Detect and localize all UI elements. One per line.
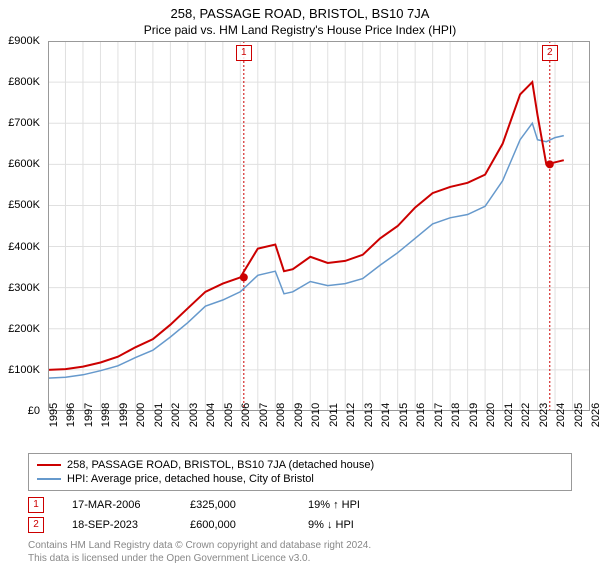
transaction-date: 18-SEP-2023 xyxy=(72,519,162,531)
transaction-row: 1 17-MAR-2006 £325,000 19% ↑ HPI xyxy=(28,495,572,515)
transaction-date: 17-MAR-2006 xyxy=(72,499,162,511)
x-tick-label: 2010 xyxy=(310,403,322,427)
x-tick-label: 2002 xyxy=(170,403,182,427)
y-tick-label: £900K xyxy=(8,35,40,47)
legend-label: HPI: Average price, detached house, City… xyxy=(67,473,314,485)
plot-svg xyxy=(48,41,590,411)
x-tick-label: 1998 xyxy=(100,403,112,427)
y-tick-label: £300K xyxy=(8,282,40,294)
transaction-row: 2 18-SEP-2023 £600,000 9% ↓ HPI xyxy=(28,515,572,535)
y-axis: £0£100K£200K£300K£400K£500K£600K£700K£80… xyxy=(0,41,44,411)
x-tick-label: 2024 xyxy=(555,403,567,427)
attribution-footer: Contains HM Land Registry data © Crown c… xyxy=(28,539,572,565)
y-tick-label: £200K xyxy=(8,323,40,335)
y-tick-label: £100K xyxy=(8,364,40,376)
x-tick-label: 2018 xyxy=(450,403,462,427)
footer-line-2: This data is licensed under the Open Gov… xyxy=(28,552,572,565)
x-tick-label: 2009 xyxy=(293,403,305,427)
legend-item: 258, PASSAGE ROAD, BRISTOL, BS10 7JA (de… xyxy=(37,458,563,472)
x-tick-label: 2022 xyxy=(520,403,532,427)
y-tick-label: £800K xyxy=(8,76,40,88)
x-tick-label: 1997 xyxy=(83,403,95,427)
x-tick-label: 2016 xyxy=(415,403,427,427)
chart-container: 258, PASSAGE ROAD, BRISTOL, BS10 7JA Pri… xyxy=(0,0,600,560)
x-tick-label: 2008 xyxy=(275,403,287,427)
legend-swatch xyxy=(37,478,61,480)
x-tick-label: 2004 xyxy=(205,403,217,427)
x-tick-label: 1995 xyxy=(48,403,60,427)
x-tick-label: 2005 xyxy=(223,403,235,427)
x-tick-label: 2011 xyxy=(328,403,340,427)
x-tick-label: 2000 xyxy=(135,403,147,427)
footer-line-1: Contains HM Land Registry data © Crown c… xyxy=(28,539,572,552)
chart-marker-2: 2 xyxy=(542,45,558,61)
x-tick-label: 2019 xyxy=(468,403,480,427)
chart-title: 258, PASSAGE ROAD, BRISTOL, BS10 7JA xyxy=(0,0,600,21)
x-tick-label: 2021 xyxy=(503,403,515,427)
x-tick-label: 2013 xyxy=(363,403,375,427)
y-tick-label: £600K xyxy=(8,158,40,170)
transaction-table: 1 17-MAR-2006 £325,000 19% ↑ HPI 2 18-SEP-202… xyxy=(28,495,572,535)
x-axis: 1995199619971998199920002001200220032004… xyxy=(48,411,590,449)
transaction-delta: 19% ↑ HPI xyxy=(308,499,398,511)
y-tick-label: £400K xyxy=(8,241,40,253)
transaction-price: £325,000 xyxy=(190,499,280,511)
x-tick-label: 2017 xyxy=(433,403,445,427)
transaction-marker: 2 xyxy=(28,517,44,533)
chart-plot-area: £0£100K£200K£300K£400K£500K£600K£700K£80… xyxy=(48,41,590,411)
transaction-delta: 9% ↓ HPI xyxy=(308,519,398,531)
legend-item: HPI: Average price, detached house, City… xyxy=(37,472,563,486)
y-tick-label: £500K xyxy=(8,199,40,211)
x-tick-label: 2007 xyxy=(258,403,270,427)
chart-subtitle: Price paid vs. HM Land Registry's House … xyxy=(0,21,600,41)
chart-marker-1: 1 xyxy=(236,45,252,61)
x-tick-label: 1996 xyxy=(65,403,77,427)
x-tick-label: 2020 xyxy=(485,403,497,427)
y-tick-label: £700K xyxy=(8,117,40,129)
legend: 258, PASSAGE ROAD, BRISTOL, BS10 7JA (de… xyxy=(28,453,572,491)
x-tick-label: 2014 xyxy=(380,403,392,427)
transaction-marker: 1 xyxy=(28,497,44,513)
y-tick-label: £0 xyxy=(28,405,40,417)
x-tick-label: 2006 xyxy=(240,403,252,427)
transaction-price: £600,000 xyxy=(190,519,280,531)
x-tick-label: 1999 xyxy=(118,403,130,427)
x-tick-label: 2015 xyxy=(398,403,410,427)
legend-label: 258, PASSAGE ROAD, BRISTOL, BS10 7JA (de… xyxy=(67,459,374,471)
x-tick-label: 2001 xyxy=(153,403,165,427)
x-tick-label: 2025 xyxy=(573,403,585,427)
x-tick-label: 2012 xyxy=(345,403,357,427)
x-tick-label: 2023 xyxy=(538,403,550,427)
x-tick-label: 2003 xyxy=(188,403,200,427)
x-tick-label: 2026 xyxy=(590,403,600,427)
legend-swatch xyxy=(37,464,61,466)
